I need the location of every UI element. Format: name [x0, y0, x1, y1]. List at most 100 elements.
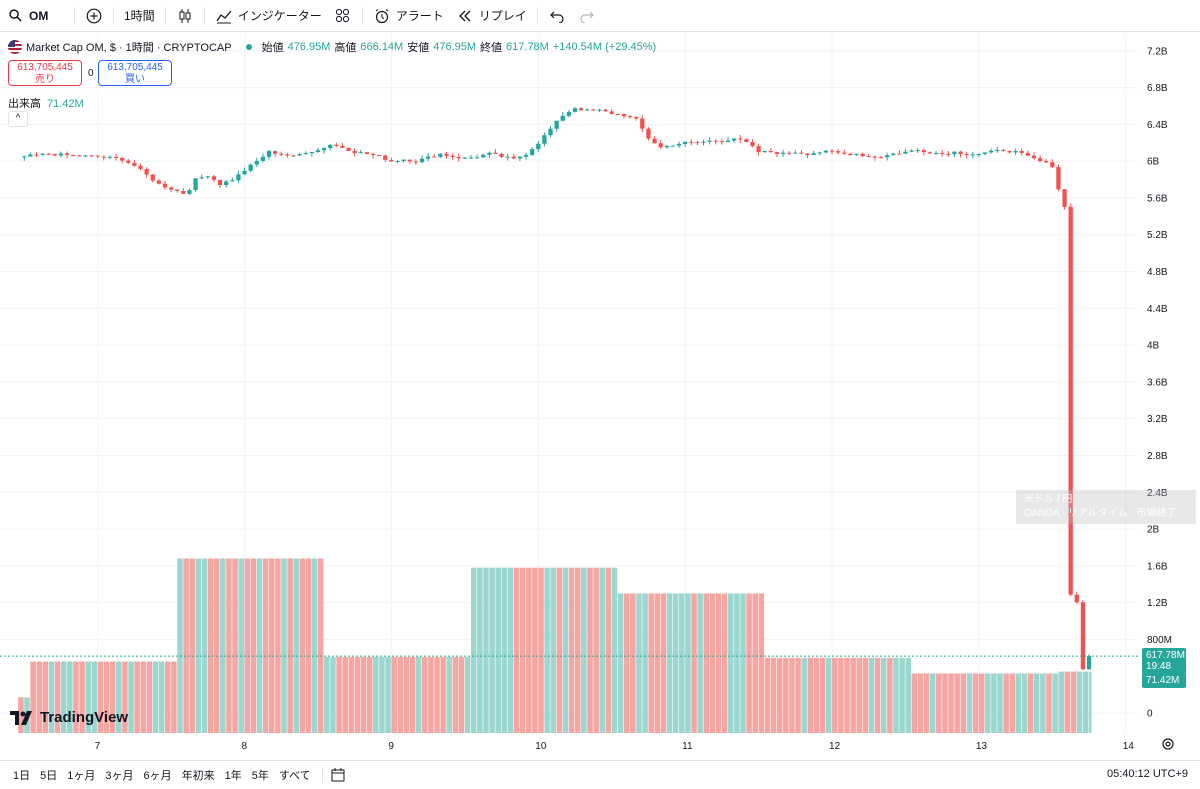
volume-bar: [617, 593, 624, 733]
candle-body: [1062, 189, 1067, 207]
candle-body: [340, 145, 345, 148]
candle-body: [958, 151, 963, 154]
volume-bar: [373, 656, 379, 733]
candle-body: [1050, 162, 1055, 168]
alert-button[interactable]: アラート: [367, 0, 450, 32]
volume-bar: [250, 558, 257, 733]
volume-bar: [556, 567, 563, 733]
volume-bar: [544, 567, 550, 733]
timeframe-button[interactable]: 5日: [40, 770, 58, 782]
volume-bar: [862, 657, 869, 733]
compare-symbol-button[interactable]: [79, 0, 109, 32]
volume-bar: [189, 558, 195, 733]
candle-body: [242, 170, 247, 175]
symbol-title[interactable]: Market Cap OM, $ · 1時間 · CRYPTOCAP: [26, 42, 232, 54]
candle-body: [774, 152, 780, 155]
candle-body: [738, 138, 743, 140]
candle-body: [456, 156, 461, 159]
timeframe-button[interactable]: 3ヶ月: [105, 770, 134, 782]
candle-layer: [22, 106, 1092, 671]
price-axis-label: 3.6B: [1147, 377, 1168, 388]
chart-pane[interactable]: 7.2B 6.8B 6.4B 6B 5.6B 5.2B 4.8B 4.4B 4B 3.6B 3.2B…: [0, 33, 1200, 760]
candle-body: [181, 190, 186, 194]
candle-body: [285, 154, 290, 156]
candle-body: [634, 116, 639, 119]
candle-body: [438, 153, 443, 157]
timeframe-buttons: 1日 5日 1ヶ月 3ヶ月 6ヶ月 年初来 1年 5年 すべて: [0, 766, 347, 784]
candle-body: [762, 150, 767, 153]
clock[interactable]: 05:40:12 UTC+9: [1106, 768, 1188, 780]
logo-text: TradingView: [40, 709, 129, 726]
candle-body: [156, 180, 162, 184]
volume-bar: [299, 558, 306, 733]
candle-body: [878, 157, 884, 159]
timeframe-button[interactable]: 年初来: [181, 770, 215, 782]
volume-bar: [789, 657, 795, 733]
time-axis-label: 13: [976, 741, 988, 752]
undo-button[interactable]: [542, 0, 572, 32]
symbol-label: OM: [29, 8, 49, 23]
volume-bar: [538, 567, 544, 733]
timeframe-button[interactable]: 6ヶ月: [143, 770, 172, 782]
sell-button[interactable]: 613,705,445 売り: [8, 60, 82, 86]
candle-body: [101, 156, 106, 158]
templates-button[interactable]: [328, 0, 358, 32]
volume-bar: [856, 657, 863, 733]
timeframe-button[interactable]: 5年: [251, 770, 269, 782]
candle-body: [780, 152, 786, 155]
timeframe-button[interactable]: すべて: [278, 770, 311, 782]
volume-bar: [1070, 671, 1077, 733]
candle-body: [1001, 150, 1006, 152]
candle-body: [940, 152, 945, 154]
candle-body: [248, 164, 253, 171]
volume-bar: [923, 673, 930, 733]
candle-body: [982, 152, 988, 154]
indicators-icon: [215, 7, 233, 25]
candle-body: [707, 140, 712, 142]
candle-body: [52, 153, 57, 156]
timeframe-button[interactable]: 1ヶ月: [67, 770, 96, 782]
candle-body: [689, 141, 694, 143]
volume-bar: [262, 558, 269, 733]
tradingview-logo[interactable]: TradingView: [10, 709, 128, 726]
sell-label: 売り: [35, 74, 55, 85]
volume-bar: [305, 558, 312, 733]
volume-bar: [470, 567, 477, 733]
candle-body: [64, 153, 70, 156]
candle-body: [493, 152, 498, 154]
chart-settings-icon[interactable]: [1160, 736, 1176, 752]
candle-body: [621, 114, 627, 117]
volume-bar: [978, 673, 985, 733]
candle-body: [578, 108, 584, 111]
volume-bar: [832, 657, 838, 733]
price-chart[interactable]: 7.2B 6.8B 6.4B 6B 5.6B 5.2B 4.8B 4.4B 4B 3.6B 3.2B…: [0, 33, 1200, 760]
redo-button[interactable]: [572, 0, 602, 32]
candle-body: [370, 153, 376, 156]
replay-button[interactable]: リプレイ: [450, 0, 533, 32]
date-range-icon[interactable]: [329, 766, 347, 784]
volume-bar: [446, 656, 453, 733]
toolbar-divider: [361, 6, 363, 25]
candle-body: [22, 156, 27, 158]
candle-body: [236, 174, 241, 181]
symbol-search-button[interactable]: OM: [0, 0, 70, 32]
buy-button[interactable]: 613,705,445 買い: [98, 60, 172, 86]
candle-body: [1086, 655, 1092, 670]
volume-bar: [691, 593, 697, 733]
candle-body: [933, 152, 939, 154]
chart-type-button[interactable]: [170, 0, 200, 32]
candle-body: [120, 158, 125, 161]
candle-body: [401, 159, 406, 162]
candle-body: [670, 145, 676, 147]
candle-body: [768, 150, 773, 153]
volume-bar: [623, 593, 630, 733]
timeframe-button[interactable]: 1日: [13, 770, 31, 782]
indicators-button[interactable]: インジケーター: [209, 0, 328, 32]
volume-bar: [60, 661, 67, 733]
interval-button[interactable]: 1時間: [118, 0, 161, 32]
volume-bar: [1052, 673, 1058, 733]
volume-bar: [526, 567, 532, 733]
timeframe-button[interactable]: 1年: [224, 770, 242, 782]
candle-body: [46, 153, 51, 155]
collapse-legend-button[interactable]: ^: [8, 111, 28, 127]
